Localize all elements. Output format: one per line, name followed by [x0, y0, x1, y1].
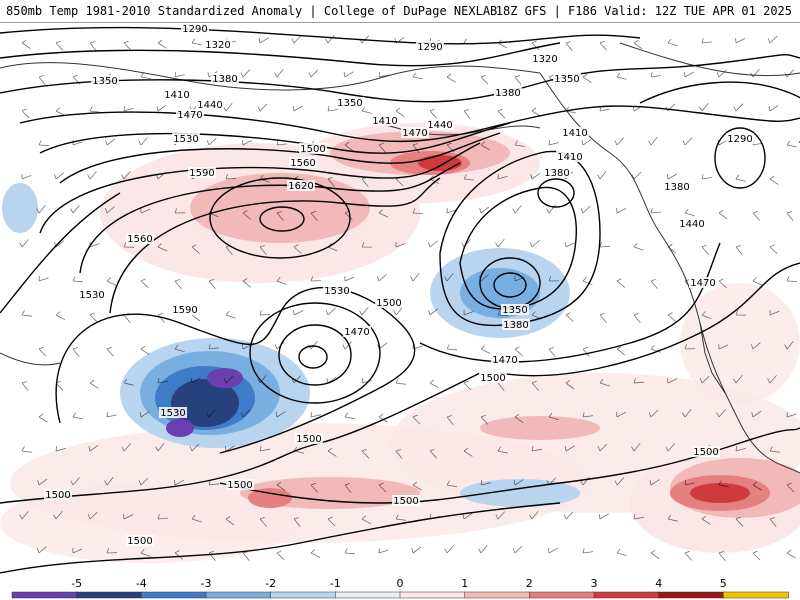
- model-run-info: 18Z GFS | F186 Valid: 12Z TUE APR 01 202…: [495, 4, 792, 18]
- contour-label: 1380: [544, 168, 569, 179]
- contour-label: 1590: [189, 168, 214, 179]
- contour-label: 1530: [324, 286, 349, 297]
- colorbar-swatch: [270, 591, 337, 599]
- map-title: 850mb Temp 1981-2010 Standardized Anomal…: [6, 4, 498, 18]
- contour-label: 1410: [164, 90, 189, 101]
- contour-label: 1500: [127, 536, 152, 547]
- contour-label: 1590: [172, 305, 197, 316]
- contour-label: 1500: [296, 434, 321, 445]
- wind-barbs: [19, 34, 798, 562]
- contour-label: 1320: [205, 40, 230, 51]
- colorbar-tick-label: 5: [720, 577, 727, 590]
- contour-label: 1620: [288, 181, 313, 192]
- colorbar-ticks: -5 -4 -3 -2 -1 0 1 2 3 4 5: [71, 577, 727, 590]
- colorbar-swatch: [529, 591, 595, 599]
- contour-label: 1350: [92, 76, 117, 87]
- colorbar-tick-label: -3: [201, 577, 212, 590]
- contour-label: 1500: [45, 490, 70, 501]
- colorbar-swatch: [593, 591, 660, 599]
- contour-label: 1440: [679, 219, 704, 230]
- colorbar-swatch: [723, 591, 789, 599]
- contour-label: 1530: [160, 408, 185, 419]
- contour-label: 1440: [427, 120, 452, 131]
- colorbar-tick-label: 1: [461, 577, 468, 590]
- contour-label: 1500: [393, 496, 418, 507]
- contour-label: 1560: [127, 234, 152, 245]
- colorbar-swatch: [141, 591, 207, 599]
- contour-label: 1290: [417, 42, 442, 53]
- map-header: 850mb Temp 1981-2010 Standardized Anomal…: [0, 0, 800, 23]
- contour-label: 1500: [480, 373, 505, 384]
- colorbar-swatch: [11, 591, 78, 599]
- contour-label: 1290: [182, 24, 207, 35]
- colorbar-swatch: [464, 591, 531, 599]
- colorbar-swatch: [399, 591, 466, 599]
- contour-label: 1440: [197, 100, 222, 111]
- contour-label: 1470: [177, 110, 202, 121]
- height-contours: [0, 26, 800, 574]
- contour-label: 1500: [300, 144, 325, 155]
- colorbar-tick-label: 3: [591, 577, 598, 590]
- contour-label: 1500: [227, 480, 252, 491]
- contour-label: 1470: [344, 327, 369, 338]
- contour-label: 1380: [503, 320, 528, 331]
- contour-label: 1350: [337, 98, 362, 109]
- colorbar-swatch: [335, 591, 401, 599]
- contour-label: 1470: [690, 278, 715, 289]
- colorbar-tick-label: 0: [397, 577, 404, 590]
- contour-label: 1560: [290, 158, 315, 169]
- contour-label: 1470: [492, 355, 517, 366]
- colorbar-tick-label: -2: [265, 577, 276, 590]
- colorbar-tick-label: 4: [655, 577, 662, 590]
- contour-label: 1380: [212, 74, 237, 85]
- colorbar: -5 -4 -3 -2 -1 0 1 2 3 4 5: [0, 575, 800, 600]
- contour-label: 1290: [727, 134, 752, 145]
- colorbar-tick-label: -4: [136, 577, 147, 590]
- contour-label: 1530: [173, 134, 198, 145]
- contour-label: 1350: [502, 305, 527, 316]
- contour-label: 1500: [376, 298, 401, 309]
- contour-label: 1530: [79, 290, 104, 301]
- colorbar-swatch: [205, 591, 272, 599]
- wind-barb-field: [19, 34, 798, 562]
- contour-label: 1320: [532, 54, 557, 65]
- colorbar-swatch: [658, 591, 725, 599]
- colorbar-tick-label: -5: [71, 577, 82, 590]
- contour-label: 1410: [372, 116, 397, 127]
- contour-label: 1470: [402, 128, 427, 139]
- contour-label: 1410: [562, 128, 587, 139]
- contour-label: 1410: [557, 152, 582, 163]
- contour-label: 1350: [554, 74, 579, 85]
- colorbar-swatches: [11, 591, 789, 599]
- colorbar-tick-label: -1: [330, 577, 341, 590]
- contour-label: 1380: [664, 182, 689, 193]
- colorbar-tick-label: 2: [526, 577, 533, 590]
- colorbar-swatch: [76, 591, 143, 599]
- contour-label: 1380: [495, 88, 520, 99]
- contour-label: 1500: [693, 447, 718, 458]
- anomaly-map: 1290 1320 1290 1320 1350 1350 1380 1350 1380 1410…: [0, 23, 800, 575]
- contour-labels: 1290 1320 1290 1320 1350 1350 1380 1350 1380 1410…: [44, 23, 754, 547]
